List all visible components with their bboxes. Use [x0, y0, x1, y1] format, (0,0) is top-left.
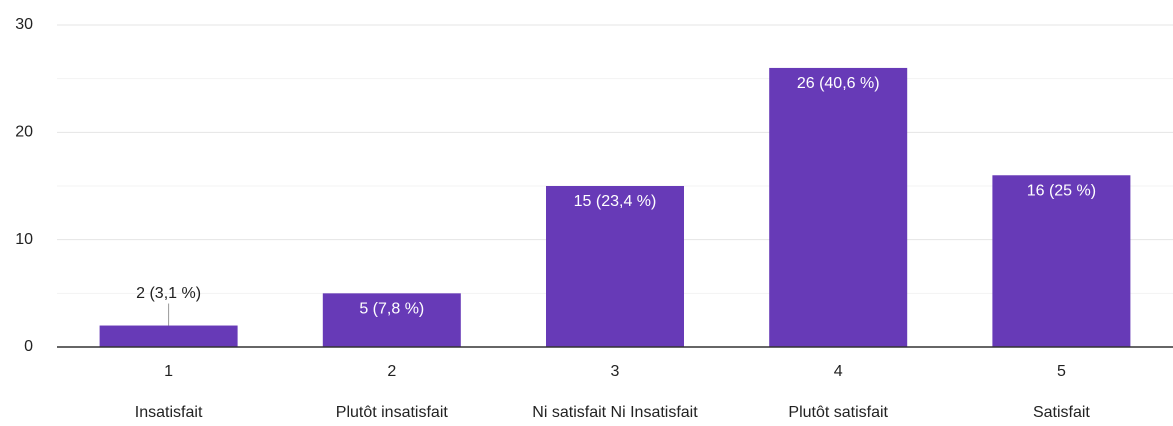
bar: [546, 186, 684, 347]
x-tick-label: 5: [1057, 363, 1066, 380]
x-category-label: Ni satisfait Ni Insatisfait: [532, 404, 698, 421]
bar: [769, 67, 908, 347]
x-tick-label: 2: [387, 363, 396, 380]
data-label: 26 (40,6 %): [797, 75, 880, 92]
bar: [99, 325, 238, 347]
x-tick-label: 1: [164, 363, 173, 380]
x-tick-label: 3: [611, 363, 620, 380]
data-label: 16 (25 %): [1027, 182, 1096, 199]
x-category-label: Insatisfait: [135, 404, 203, 421]
bar: [992, 175, 1131, 347]
x-tick-label: 4: [834, 363, 843, 380]
y-tick-label: 20: [15, 124, 33, 141]
y-tick-label: 0: [24, 338, 33, 355]
y-tick-label: 10: [15, 231, 33, 248]
x-category-label: Satisfait: [1033, 404, 1090, 421]
y-tick-label: 30: [15, 16, 33, 33]
x-category-label: Plutôt insatisfait: [336, 404, 449, 421]
bar: [322, 293, 461, 347]
data-label: 15 (23,4 %): [574, 193, 657, 210]
data-label: 2 (3,1 %): [136, 285, 201, 302]
data-label: 5 (7,8 %): [359, 301, 424, 318]
x-category-label: Plutôt satisfait: [788, 404, 888, 421]
